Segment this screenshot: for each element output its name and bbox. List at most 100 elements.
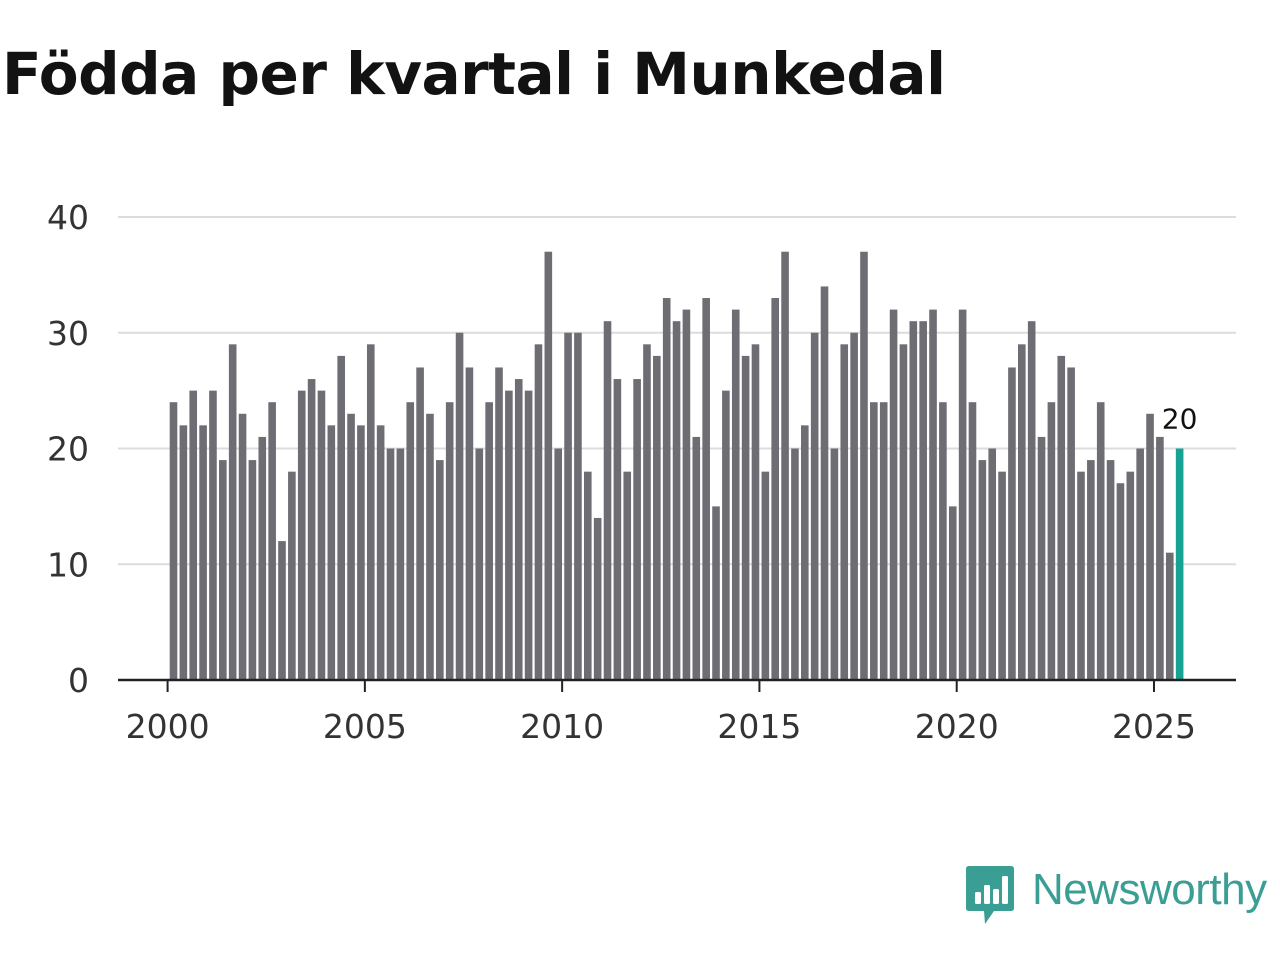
x-tick-label: 2000: [126, 707, 210, 746]
bar: [455, 332, 464, 680]
newsworthy-logo-icon: [966, 866, 1014, 924]
bar: [702, 298, 710, 680]
bar: [544, 251, 553, 680]
y-tick-label: 0: [68, 661, 89, 700]
bar: [386, 448, 395, 680]
newsworthy-logo[interactable]: Newsworthy: [964, 864, 1267, 928]
bar: [1096, 402, 1105, 680]
bar: [613, 379, 622, 680]
bar: [179, 425, 188, 680]
bar: [958, 309, 967, 680]
bar: [998, 471, 1006, 680]
bar: [1165, 552, 1174, 680]
axes: 2000 2005 2010 2015 2020 2025: [118, 678, 1236, 746]
bar: [475, 448, 484, 680]
bar: [366, 344, 375, 680]
bar: [672, 321, 681, 680]
bar: [801, 425, 809, 680]
bar: [830, 448, 839, 680]
bar: [722, 390, 730, 681]
bar: [485, 402, 493, 680]
bar: [258, 436, 267, 680]
bar: [1008, 367, 1016, 680]
bar: [357, 425, 365, 680]
bar: [751, 344, 760, 680]
bar: [919, 321, 927, 680]
bar: [465, 367, 474, 680]
bar: [495, 367, 503, 680]
x-tick-label: 2010: [520, 707, 604, 746]
brand-name: Newsworthy: [1032, 865, 1267, 914]
y-tick-label: 20: [47, 430, 89, 469]
bar: [712, 506, 720, 681]
bar: [248, 460, 257, 680]
bar: [1047, 402, 1056, 680]
bar: [1146, 413, 1154, 680]
chart-title: Födda per kvartal i Munkedal: [2, 40, 946, 108]
bar: [662, 298, 671, 680]
bar: [1087, 460, 1095, 680]
bar: [337, 355, 345, 680]
bar: [741, 355, 750, 680]
bar: [396, 448, 405, 680]
bar: [1136, 448, 1144, 680]
x-tick-label: 2025: [1112, 707, 1196, 746]
bar: [209, 390, 217, 681]
bars: [169, 251, 1184, 681]
bar: [889, 309, 898, 680]
bar: [860, 251, 868, 680]
bar: [297, 390, 306, 681]
bar: [929, 309, 937, 680]
bar: [761, 471, 770, 680]
bar: [1156, 436, 1164, 680]
bar: [840, 344, 849, 680]
bar: [623, 471, 632, 680]
bar: [1067, 367, 1075, 680]
bar: [633, 379, 641, 680]
bar: [692, 436, 701, 680]
x-tick-label: 2005: [323, 707, 407, 746]
bar: [169, 402, 178, 680]
bar: [534, 344, 543, 680]
y-tick-label: 30: [47, 314, 89, 353]
x-tick-label: 2020: [915, 707, 999, 746]
bar: [317, 390, 326, 681]
y-tick-label: 10: [47, 545, 89, 584]
bar: [426, 413, 434, 680]
bar: [810, 332, 819, 680]
bar: [1126, 471, 1135, 680]
bar: [524, 390, 533, 681]
bar: [603, 321, 612, 680]
bar: [948, 506, 957, 681]
bar: [870, 402, 878, 680]
bar-highlight: [1175, 448, 1184, 680]
bar: [791, 448, 799, 680]
bar: [1116, 483, 1125, 680]
bar: [939, 402, 947, 680]
bar: [978, 460, 987, 680]
bar: [564, 332, 572, 680]
bar: [189, 390, 198, 681]
x-tick-label: 2015: [717, 707, 801, 746]
bar: [268, 402, 276, 680]
bar: [968, 402, 977, 680]
bar: [899, 344, 908, 680]
bar: [574, 332, 582, 680]
bar: [1027, 321, 1036, 680]
bar: [1018, 344, 1026, 680]
bar: [820, 286, 829, 680]
bar: [583, 471, 592, 680]
bar: [514, 379, 523, 680]
bar: [228, 344, 237, 680]
bar: [731, 309, 740, 680]
bar: [1106, 460, 1115, 680]
bar-chart: 0 10 20 30 40 2000 2005 2010 2015 2020 2025 20: [47, 198, 1236, 746]
annotations: 20: [1159, 400, 1201, 439]
bar: [199, 425, 207, 680]
bar: [436, 460, 444, 680]
value-annotation: 20: [1162, 403, 1198, 436]
bar: [771, 298, 779, 680]
bar: [307, 379, 316, 680]
bar: [643, 344, 651, 680]
bar: [879, 402, 888, 680]
